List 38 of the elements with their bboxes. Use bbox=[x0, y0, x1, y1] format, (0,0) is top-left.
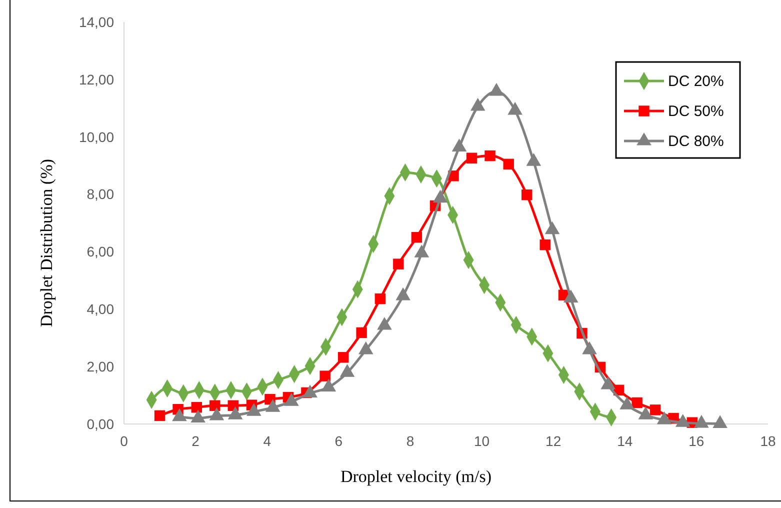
y-axis-title: Droplet Distribution (%) bbox=[37, 158, 56, 328]
y-tick-label: 6,00 bbox=[86, 244, 114, 260]
y-tick-label: 0,00 bbox=[86, 416, 114, 432]
x-tick-label: 18 bbox=[760, 433, 776, 449]
x-tick-label: 8 bbox=[406, 433, 414, 449]
y-tick-label: 2,00 bbox=[86, 358, 114, 374]
point bbox=[650, 404, 661, 416]
point bbox=[503, 158, 514, 170]
x-tick-label: 16 bbox=[688, 433, 704, 449]
point bbox=[393, 258, 404, 270]
y-tick-label: 4,00 bbox=[86, 301, 114, 318]
point bbox=[411, 232, 422, 243]
point bbox=[632, 397, 642, 408]
legend-label: DC 20% bbox=[668, 73, 724, 90]
x-tick-label: 14 bbox=[617, 433, 633, 449]
point bbox=[191, 402, 202, 413]
point bbox=[466, 152, 478, 164]
x-tick-label: 2 bbox=[192, 433, 200, 449]
x-axis-title: Droplet velocity (m/s) bbox=[340, 467, 492, 486]
legend-label: DC 50% bbox=[668, 103, 724, 120]
x-tick-label: 0 bbox=[120, 433, 128, 449]
y-tick-label: 8,00 bbox=[86, 186, 114, 202]
x-tick-label: 6 bbox=[334, 433, 343, 449]
point bbox=[540, 239, 550, 250]
y-tick-label: 14,00 bbox=[78, 14, 114, 30]
x-tick-label: 12 bbox=[546, 433, 562, 449]
point bbox=[484, 150, 496, 162]
legend-label: DC 80% bbox=[668, 133, 724, 150]
point bbox=[154, 410, 166, 422]
point bbox=[338, 352, 349, 363]
point bbox=[356, 327, 367, 338]
x-tick-label: 4 bbox=[263, 433, 272, 449]
x-tick-label: 10 bbox=[474, 433, 490, 449]
y-tick-label: 12,00 bbox=[78, 71, 114, 88]
point bbox=[320, 370, 330, 382]
y-tick-label: 10,00 bbox=[78, 128, 114, 145]
point bbox=[521, 190, 532, 200]
point bbox=[374, 293, 386, 304]
